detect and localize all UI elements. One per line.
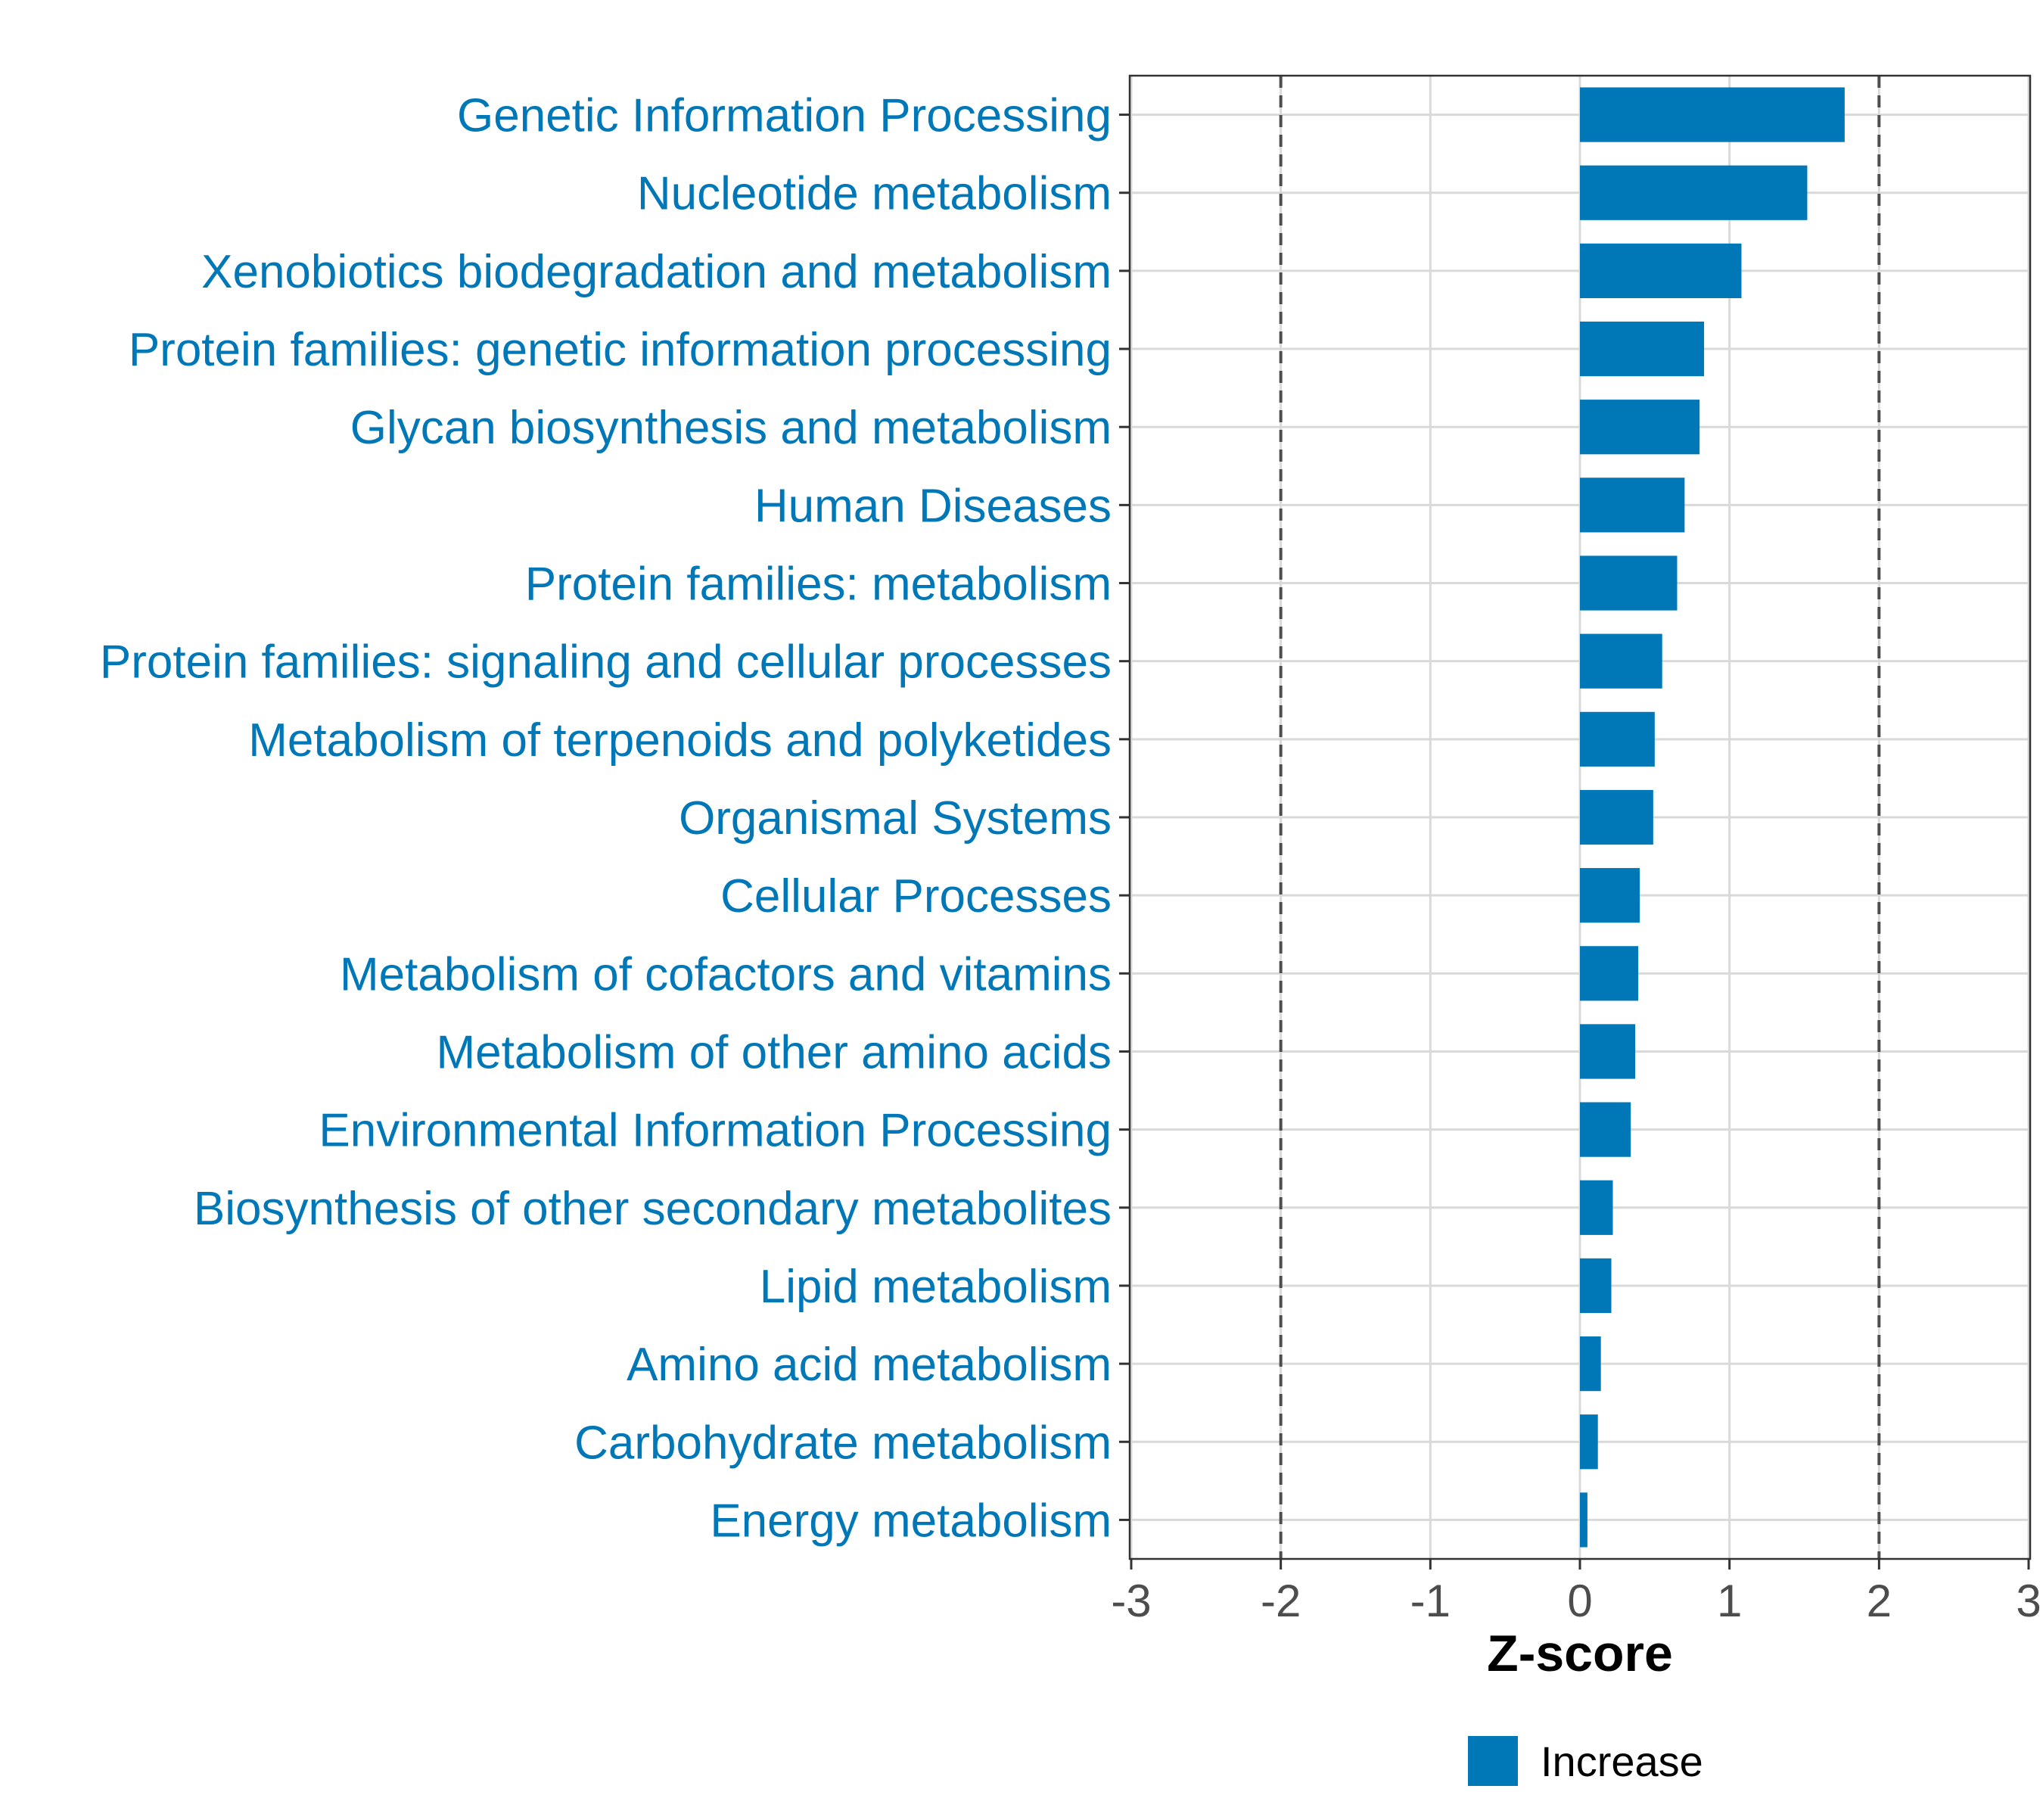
bar (1580, 789, 1653, 845)
category-label: Lipid metabolism (760, 1261, 1112, 1313)
bar (1580, 555, 1678, 611)
x-tick-label: 0 (1567, 1576, 1592, 1626)
category-label: Xenobiotics biodegradation and metabolis… (201, 246, 1112, 298)
x-tick-label: 3 (2016, 1576, 2041, 1626)
bar (1580, 633, 1662, 689)
category-label: Cellular Processes (720, 870, 1112, 922)
category-label: Metabolism of terpenoids and polyketides (248, 714, 1112, 767)
bar (1580, 87, 1845, 142)
x-tick-label: 1 (1717, 1576, 1742, 1626)
bar (1580, 1258, 1612, 1314)
bar (1580, 946, 1639, 1001)
x-axis-ticks (1130, 1559, 2030, 1570)
category-label: Carbohydrate metabolism (574, 1417, 1112, 1469)
category-label: Organismal Systems (679, 792, 1112, 845)
reference-lines (1279, 76, 1881, 1559)
bar (1580, 711, 1655, 767)
x-tick-label: -1 (1410, 1576, 1451, 1626)
category-label: Environmental Information Processing (319, 1105, 1112, 1157)
legend-label-increase: Increase (1541, 1738, 1703, 1785)
category-label: Protein families: genetic information pr… (129, 324, 1112, 376)
bar (1580, 1414, 1598, 1470)
y-axis-ticks (1119, 114, 1130, 1521)
bar (1580, 321, 1705, 377)
bars (1580, 87, 1845, 1548)
bar (1580, 1180, 1613, 1235)
bar (1580, 165, 1808, 220)
bar (1580, 1492, 1587, 1548)
category-label: Amino acid metabolism (627, 1339, 1112, 1391)
category-label: Nucleotide metabolism (637, 168, 1112, 220)
legend: Increase (1468, 1736, 1703, 1786)
x-axis-title: Z-score (1487, 1625, 1673, 1682)
x-axis-tick-labels: -3 -2 -1 0 1 2 3 (1111, 1576, 2041, 1626)
bar (1580, 400, 1700, 455)
bar (1580, 243, 1742, 298)
bar (1580, 1102, 1631, 1157)
category-label: Biosynthesis of other secondary metaboli… (194, 1183, 1112, 1235)
bar (1580, 478, 1685, 533)
bar (1580, 1336, 1601, 1392)
bar (1580, 868, 1640, 923)
bar (1580, 1024, 1636, 1079)
x-tick-label: -3 (1111, 1576, 1151, 1626)
legend-swatch-increase (1468, 1736, 1518, 1786)
category-label: Human Diseases (754, 480, 1112, 532)
category-label: Genetic Information Processing (457, 90, 1112, 142)
category-label: Glycan biosynthesis and metabolism (350, 402, 1112, 454)
category-label: Protein families: signaling and cellular… (100, 636, 1112, 689)
category-label: Protein families: metabolism (525, 558, 1112, 611)
category-label: Energy metabolism (710, 1495, 1112, 1547)
x-tick-label: 2 (1867, 1576, 1892, 1626)
category-label: Metabolism of cofactors and vitamins (340, 948, 1112, 1000)
category-label: Metabolism of other amino acids (436, 1026, 1112, 1078)
x-tick-label: -2 (1261, 1576, 1301, 1626)
y-axis-category-labels: Genetic Information Processing Nucleotide… (100, 90, 1112, 1548)
